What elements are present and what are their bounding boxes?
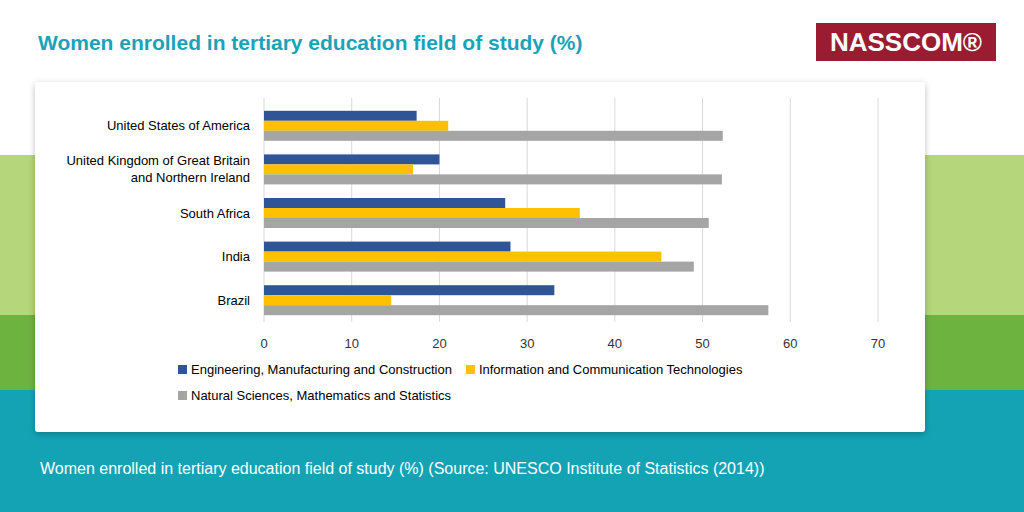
legend-label: Information and Communication Technologi… xyxy=(479,362,743,377)
legend-label: Engineering, Manufacturing and Construct… xyxy=(191,362,452,377)
legend-label: Natural Sciences, Mathematics and Statis… xyxy=(191,388,452,403)
tick-label: 30 xyxy=(520,336,534,351)
tick-label: 10 xyxy=(344,336,358,351)
tick-label: 60 xyxy=(783,336,797,351)
bar xyxy=(264,121,448,131)
bar xyxy=(264,154,439,164)
grid-line xyxy=(878,98,879,322)
bar xyxy=(264,164,413,174)
tick-label: 70 xyxy=(871,336,885,351)
bar xyxy=(264,295,391,305)
bar xyxy=(264,305,768,315)
bar xyxy=(264,252,661,262)
bar xyxy=(264,208,580,218)
tick-label: 40 xyxy=(608,336,622,351)
bar xyxy=(264,174,722,184)
bar xyxy=(264,198,505,208)
logo-box xyxy=(815,22,997,62)
bars xyxy=(264,111,768,315)
category-label: United States of America xyxy=(107,118,251,133)
category-label: United Kingdom of Great Britainand North… xyxy=(66,153,250,185)
bar xyxy=(264,218,709,228)
legend-entry: Engineering, Manufacturing and Construct… xyxy=(178,362,452,377)
tick-label: 50 xyxy=(695,336,709,351)
category-label: South Africa xyxy=(180,206,251,221)
legend-swatch xyxy=(466,365,475,374)
caption: Women enrolled in tertiary education fie… xyxy=(40,460,764,477)
legend-entry: Information and Communication Technologi… xyxy=(466,362,743,377)
bar xyxy=(264,131,723,141)
grid-line xyxy=(790,98,791,322)
legend-swatch xyxy=(178,365,187,374)
bar xyxy=(264,285,554,295)
legend-swatch xyxy=(178,391,187,400)
page: Women enrolled in tertiary education fie… xyxy=(0,0,1024,512)
legend-entry: Natural Sciences, Mathematics and Statis… xyxy=(178,388,452,403)
bar xyxy=(264,262,694,272)
category-label: India xyxy=(222,249,251,264)
title: Women enrolled in tertiary education fie… xyxy=(38,31,583,54)
category-label: Brazil xyxy=(217,293,250,308)
chart-card xyxy=(35,82,925,432)
tick-label: 0 xyxy=(260,336,267,351)
tick-label: 20 xyxy=(432,336,446,351)
logo-text: NASSCOM® xyxy=(830,27,982,57)
bar xyxy=(264,111,417,121)
bar xyxy=(264,242,510,252)
